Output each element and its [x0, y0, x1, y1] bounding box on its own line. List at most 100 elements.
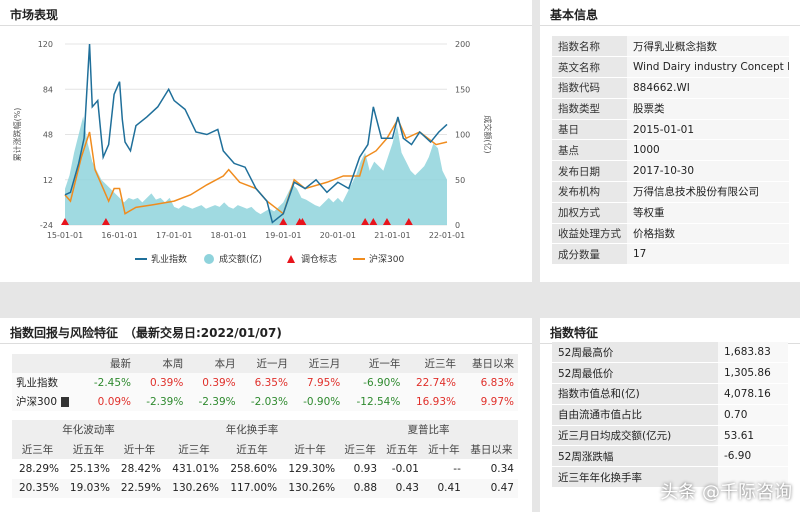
index-line	[64, 43, 448, 224]
return-value: -6.90%	[344, 373, 405, 392]
header-row: 最新 本周 本月 近一月 近三月 近一年 近三年 基日以来	[12, 354, 518, 373]
table-row: 乳业指数 -2.45% 0.39% 0.39% 6.35% 7.95% -6.90% 22.7…	[12, 373, 518, 392]
y2-tick-label: 50	[455, 176, 465, 185]
row-value: 股票类	[627, 98, 789, 120]
y2-tick-label: 100	[455, 131, 470, 140]
row-name-text: 乳业指数	[16, 377, 58, 389]
table-row: 指数名称 万得乳业概念指数	[552, 36, 789, 58]
table-row: 指数市值总和(亿) 4,078.16	[552, 383, 788, 405]
row-value: 1,683.83	[718, 342, 788, 364]
rebalance-marker	[61, 218, 69, 225]
risk-value: 0.43	[381, 478, 423, 498]
features-panel: 指数特征 52周最高价 1,683.83 52周最低价 1,305.86 指数市值总和(…	[540, 318, 800, 512]
table-row: 发布日期 2017-10-30	[552, 160, 789, 183]
row-value: 万得乳业概念指数	[627, 36, 789, 58]
rebalance-marker	[101, 218, 110, 225]
column-header: 最新	[82, 354, 136, 373]
column-header: 近五年	[381, 439, 423, 459]
table-row: 自由流通市值占比 0.70	[552, 404, 788, 426]
rebalance-marker	[361, 218, 370, 225]
table-row: 收益处理方式 价格指数	[552, 223, 789, 245]
row-value: 0.70	[718, 404, 788, 426]
rebalance-marker	[298, 218, 307, 225]
row-label: 52周最低价	[552, 362, 718, 385]
row-value: 万得信息技术股份有限公司	[627, 181, 789, 203]
risk-value: --	[453, 462, 461, 475]
return-value: -2.39%	[187, 392, 240, 411]
group-header-row: 年化波动率 年化换手率 夏普比率	[12, 420, 518, 440]
table-row: 英文名称 Wind Dairy industry Concept In	[552, 56, 789, 79]
risk-value: 0.34	[490, 462, 514, 475]
table-row: 加权方式 等权重	[552, 202, 789, 224]
row-label: 英文名称	[552, 56, 627, 79]
risk-value: 0.41	[422, 478, 465, 498]
return-value: 7.95%	[291, 373, 345, 392]
watermark: 头条 @千际咨询	[660, 482, 792, 503]
y-tick-label: 120	[38, 40, 53, 49]
risk-value: 20.35%	[12, 478, 63, 498]
row-label: 基日	[552, 119, 627, 141]
row-value: 17	[627, 243, 789, 266]
risk-value: 28.42%	[120, 462, 161, 475]
column-header	[12, 354, 83, 373]
row-label: 52周最高价	[552, 342, 718, 364]
legend-label: 沪深300	[369, 253, 404, 265]
table-row: 52周最低价 1,305.86	[552, 362, 788, 385]
column-header: 基日以来	[464, 439, 518, 459]
row-label: 指数类型	[552, 98, 627, 120]
rebalance-marker	[382, 218, 391, 225]
column-header: 近三年	[12, 439, 63, 459]
row-value: 53.61	[718, 425, 788, 447]
legend-label: 乳业指数	[151, 253, 187, 265]
table-row: 基点 1000	[552, 139, 789, 162]
returns-panel: 指数回报与风险特征 （最新交易日:2022/01/07) 最新 本周 本月 近一月 近三…	[0, 318, 532, 512]
market-title: 市场表现	[0, 0, 532, 26]
features-title: 指数特征	[540, 318, 800, 344]
row-label: 发布日期	[552, 160, 627, 183]
rebalance-marker	[279, 218, 288, 225]
row-value	[718, 466, 788, 489]
column-header: 近三年	[164, 439, 224, 459]
y2-axis-label: 成交额(亿)	[483, 115, 493, 153]
table-row: 近三月日均成交额(亿元) 53.61	[552, 425, 788, 447]
x-tick-label: 22-01-01	[429, 231, 465, 240]
risk-table: 年化波动率 年化换手率 夏普比率 近三年 近五年 近十年 近三年 近五年 近十年 近三年 近五年 近十…	[12, 420, 518, 498]
y-tick-label: 84	[43, 85, 53, 94]
basic-info-table: 指数名称 万得乳业概念指数 英文名称 Wind Dairy industry Conc…	[552, 36, 789, 266]
column-header: 本周	[135, 354, 188, 373]
risk-value: 129.30%	[288, 462, 336, 475]
column-header: 近十年	[281, 439, 340, 459]
y2-tick-label: 150	[455, 85, 470, 94]
row-value: 884662.WI	[627, 77, 789, 99]
row-label: 基点	[552, 139, 627, 162]
y-tick-label: -24	[40, 221, 53, 230]
risk-value: 0.88	[339, 478, 382, 498]
column-header: 近五年	[223, 439, 282, 459]
row-name-text: 沪深300	[16, 396, 58, 408]
row-label: 指数市值总和(亿)	[552, 383, 718, 405]
column-header: 近三月	[291, 354, 345, 373]
group-header: 夏普比率	[339, 420, 518, 440]
table-row: 沪深300 0.09% -2.39% -2.39% -2.03% -0.90% -12.54…	[12, 392, 518, 411]
x-tick-label: 15-01-01	[47, 231, 83, 240]
hs300-line	[64, 117, 448, 215]
rebalance-marker	[404, 218, 413, 225]
risk-value: 22.59%	[113, 478, 165, 498]
column-header: 本月	[187, 354, 240, 373]
table-row: 指数类型 股票类	[552, 98, 789, 120]
column-header: 基日以来	[459, 354, 518, 373]
info-icon[interactable]	[61, 397, 70, 407]
return-value: 16.93%	[404, 392, 460, 411]
risk-value: 258.60%	[230, 462, 278, 475]
return-value: 6.83%	[459, 373, 518, 392]
y2-tick-label: 0	[455, 221, 460, 230]
row-name: 乳业指数	[12, 373, 83, 392]
table-row: 基日 2015-01-01	[552, 119, 789, 141]
x-tick-label: 18-01-01	[211, 231, 247, 240]
rebalance-marker	[369, 218, 378, 225]
market-panel: 市场表现 -24 12 48 84 120 0 50 100 150 200 15-01-01 16-…	[0, 0, 532, 282]
table-row: 52周涨跌幅 -6.90	[552, 445, 788, 468]
returns-title: 指数回报与风险特征 （最新交易日:2022/01/07)	[0, 318, 532, 344]
row-value: 1,305.86	[718, 362, 788, 385]
return-value: 0.09%	[82, 392, 136, 411]
